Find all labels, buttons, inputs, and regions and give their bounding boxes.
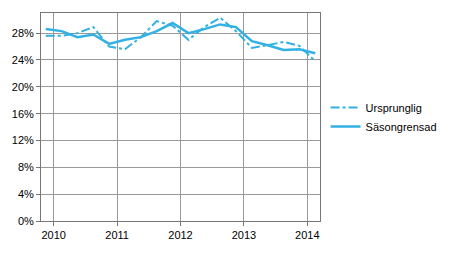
svg-text:2010: 2010: [41, 229, 65, 241]
svg-text:2014: 2014: [295, 229, 319, 241]
svg-text:0%: 0%: [18, 215, 34, 227]
svg-text:Säsongrensad: Säsongrensad: [366, 121, 437, 133]
svg-text:24%: 24%: [12, 54, 34, 66]
svg-text:12%: 12%: [12, 134, 34, 146]
svg-text:28%: 28%: [12, 27, 34, 39]
svg-text:16%: 16%: [12, 108, 34, 120]
svg-text:Ursprunglig: Ursprunglig: [366, 102, 422, 114]
svg-text:2012: 2012: [168, 229, 192, 241]
svg-text:20%: 20%: [12, 81, 34, 93]
svg-text:2011: 2011: [105, 229, 129, 241]
svg-text:4%: 4%: [18, 188, 34, 200]
svg-text:2013: 2013: [232, 229, 256, 241]
svg-text:8%: 8%: [18, 161, 34, 173]
